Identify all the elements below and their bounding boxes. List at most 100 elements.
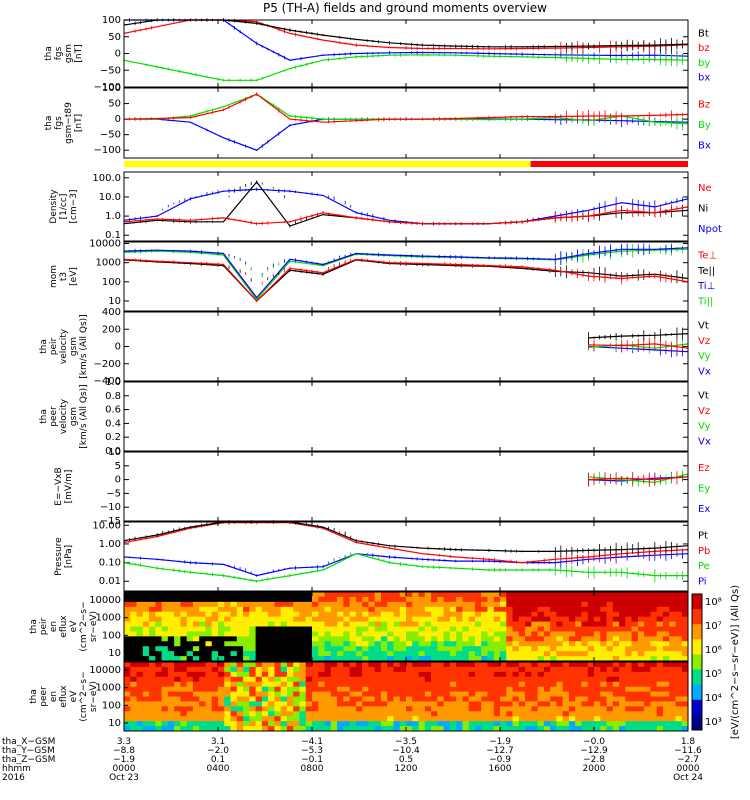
legend-Vt: Vt xyxy=(698,321,709,332)
ylabel-line: tha xyxy=(44,116,54,131)
legend-Pt: Pt xyxy=(698,531,708,542)
xrow-label: hhmm xyxy=(2,764,31,774)
ylabel-line: tha xyxy=(44,46,54,61)
xtick-label: 0000 xyxy=(677,764,700,774)
colorbar-tick: 10⁶ xyxy=(705,645,722,656)
ylabel-line: mom xyxy=(49,265,59,288)
ytick-label: 400 xyxy=(102,307,121,318)
xtick-label: −2.8 xyxy=(583,755,605,765)
ytick-label: 0.0 xyxy=(105,446,121,457)
ylabel-line: eV xyxy=(69,620,79,633)
ylabel-line: [nPa] xyxy=(64,545,74,568)
panel-temperature: 10000 1000 100 10 Te⊥ Te|| Ti⊥ Ti|| mom t3 [eV] xyxy=(49,239,717,312)
xtick-label: −2.0 xyxy=(207,746,229,756)
ylabel-line: [nT] xyxy=(74,44,84,62)
legend-by: by xyxy=(698,58,710,69)
legend-By: By xyxy=(698,120,711,131)
panel-peer-velocity: 1.0 0.8 0.6 0.4 0.2 0.0 Vt Vz Vy Vx tha peer velocit… xyxy=(39,377,711,457)
ylabel-line: velocity xyxy=(59,328,69,364)
date-end: Oct 24 xyxy=(673,773,703,783)
ytick-label: 100 xyxy=(102,700,121,711)
ytick-label: 10.00 xyxy=(92,520,121,531)
legend-Vt: Vt xyxy=(698,391,709,402)
ylabel-line: tha xyxy=(39,339,49,354)
ytick-label: 0 xyxy=(115,49,121,60)
panel-fgs-gsm-t89: 100 50 0 −50 −100 Bz By Bx tha fgs gsm−t89 [nT] xyxy=(44,83,711,159)
year-label: 2016 xyxy=(2,773,25,783)
legend-Bt: Bt xyxy=(698,28,709,39)
xtick-label: 2000 xyxy=(583,764,606,774)
ytick-label: −100 xyxy=(94,145,121,156)
ylabel-line: peir xyxy=(49,337,59,355)
ylabel-line: [nT] xyxy=(74,114,84,132)
xtick-label: −12.9 xyxy=(580,746,608,756)
xtick-label: 0400 xyxy=(207,764,230,774)
ytick-label: 0.1 xyxy=(105,230,121,241)
ylabel-line: eflux xyxy=(59,615,69,638)
xtick-label: −12.7 xyxy=(486,746,514,756)
ylabel-line: peir xyxy=(39,617,49,635)
xtick-label: 0800 xyxy=(301,764,324,774)
legend-bx: bx xyxy=(698,73,710,84)
legend-Pi: Pi xyxy=(698,576,707,587)
ylabel-line: E=−VxB xyxy=(54,467,64,505)
xrow-label: tha_X−GSM xyxy=(2,737,55,747)
ytick-label: 100 xyxy=(102,83,121,94)
ytick-label: 0.6 xyxy=(105,405,121,416)
ytick-label: 10.0 xyxy=(99,192,121,203)
ylabel-line: peer xyxy=(39,686,49,707)
legend-Vy: Vy xyxy=(698,421,711,432)
ytick-label: −5 xyxy=(106,488,121,499)
xtick-label: 1600 xyxy=(489,764,512,774)
legend-Ti||: Ti|| xyxy=(697,296,713,307)
ytick-label: 100 xyxy=(102,15,121,26)
legend-Vx: Vx xyxy=(698,436,711,447)
legend-Ni: Ni xyxy=(698,204,708,215)
xtick-label: −3.5 xyxy=(395,737,417,747)
colorbar-tick: 10⁸ xyxy=(705,597,722,608)
ytick-label: 0 xyxy=(115,475,121,486)
ytick-label: 100 xyxy=(102,630,121,641)
ytick-label: 50 xyxy=(108,99,121,110)
ytick-label: 50 xyxy=(108,32,121,43)
legend-Ey: Ey xyxy=(698,484,710,495)
ylabel-line: en xyxy=(49,691,59,702)
legend-Vy: Vy xyxy=(698,351,711,362)
date-start: Oct 23 xyxy=(109,773,139,783)
ytick-label: −100 xyxy=(94,82,121,93)
ytick-label: 1.0 xyxy=(105,211,121,222)
panel-pressure: 10.00 1.00 0.10 0.01 Pt Pb Pe Pi Pressure [nPa] xyxy=(54,520,710,592)
ytick-label: −50 xyxy=(100,130,121,141)
legend-Npot: Npot xyxy=(698,224,722,235)
ytick-label: 10000 xyxy=(89,595,121,606)
xtick-label: −0.1 xyxy=(301,755,323,765)
ylabel-line: velocity xyxy=(59,398,69,434)
ylabel-line: sr−eV) xyxy=(89,681,99,712)
ytick-label: 0.01 xyxy=(99,576,121,587)
mode-bar-yellow xyxy=(124,161,531,167)
xtick-label: 0000 xyxy=(113,764,136,774)
ylabel-line: [cm−3] xyxy=(69,189,79,223)
ylabel-line: peer xyxy=(49,406,59,427)
ytick-label: 0.8 xyxy=(105,391,121,402)
panel-peir-spectrogram: 10000 1000 100 10 tha peir en eflux eV (cm^2−s− sr… xyxy=(29,591,689,662)
ytick-label: −50 xyxy=(100,65,121,76)
ylabel-line: [1/cc] xyxy=(59,194,69,220)
ylabel-line: tha xyxy=(39,409,49,424)
ytick-label: 200 xyxy=(102,324,121,335)
legend-Ez: Ez xyxy=(698,463,710,474)
legend-Te⊥: Te⊥ xyxy=(697,251,717,262)
mode-bar-red xyxy=(530,161,688,167)
ylabel-line: t3 xyxy=(59,272,69,281)
xtick-label: −1.9 xyxy=(489,737,511,747)
legend-Vz: Vz xyxy=(698,336,710,347)
ytick-label: −400 xyxy=(94,376,121,387)
ytick-label: −200 xyxy=(94,359,121,370)
ytick-label: 1.0 xyxy=(105,377,121,388)
ytick-label: 10000 xyxy=(89,239,121,250)
xtick-label: −0.0 xyxy=(583,737,605,747)
colorbar: 10⁸ 10⁷ 10⁶ 10⁵ 10⁴ 10³ [eV/(cm^2−s−sr−eV)] (A… xyxy=(691,585,741,739)
ytick-label: 10 xyxy=(108,296,121,307)
